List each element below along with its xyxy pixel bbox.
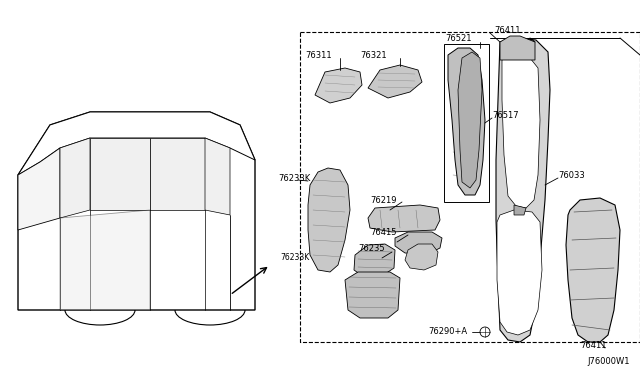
Ellipse shape (65, 295, 135, 325)
Polygon shape (18, 112, 255, 310)
Text: 76290+A: 76290+A (428, 327, 467, 337)
Text: 76517: 76517 (492, 110, 518, 119)
Polygon shape (500, 36, 535, 60)
Text: 76411: 76411 (494, 26, 520, 35)
Polygon shape (205, 138, 230, 215)
Polygon shape (60, 210, 150, 310)
Text: 76219: 76219 (370, 196, 397, 205)
Polygon shape (405, 244, 438, 270)
Ellipse shape (175, 295, 245, 325)
Polygon shape (345, 272, 400, 318)
Polygon shape (514, 205, 526, 215)
Polygon shape (18, 148, 60, 230)
Text: 76033: 76033 (558, 170, 585, 180)
Polygon shape (566, 198, 620, 342)
Polygon shape (368, 65, 422, 98)
Polygon shape (497, 210, 542, 335)
Text: 76321: 76321 (360, 51, 387, 60)
Bar (444, 44, 489, 202)
Text: 76233K: 76233K (278, 173, 310, 183)
Polygon shape (308, 168, 350, 272)
Polygon shape (150, 138, 205, 210)
Polygon shape (354, 244, 395, 277)
Polygon shape (458, 52, 482, 188)
Polygon shape (315, 68, 362, 103)
Polygon shape (90, 138, 150, 210)
Text: 76411: 76411 (580, 340, 607, 350)
Polygon shape (18, 112, 255, 175)
Polygon shape (496, 38, 550, 342)
Text: J76000W1: J76000W1 (588, 357, 630, 366)
Polygon shape (60, 138, 90, 218)
Text: 76311: 76311 (305, 51, 332, 60)
Polygon shape (395, 232, 442, 254)
Bar (300, 32, 640, 342)
Polygon shape (368, 205, 440, 232)
Text: 76235: 76235 (358, 244, 385, 253)
Polygon shape (448, 48, 485, 195)
Text: 76233K: 76233K (280, 253, 309, 263)
Text: 76521: 76521 (445, 33, 472, 42)
Text: 76415: 76415 (370, 228, 397, 237)
Polygon shape (502, 56, 540, 208)
